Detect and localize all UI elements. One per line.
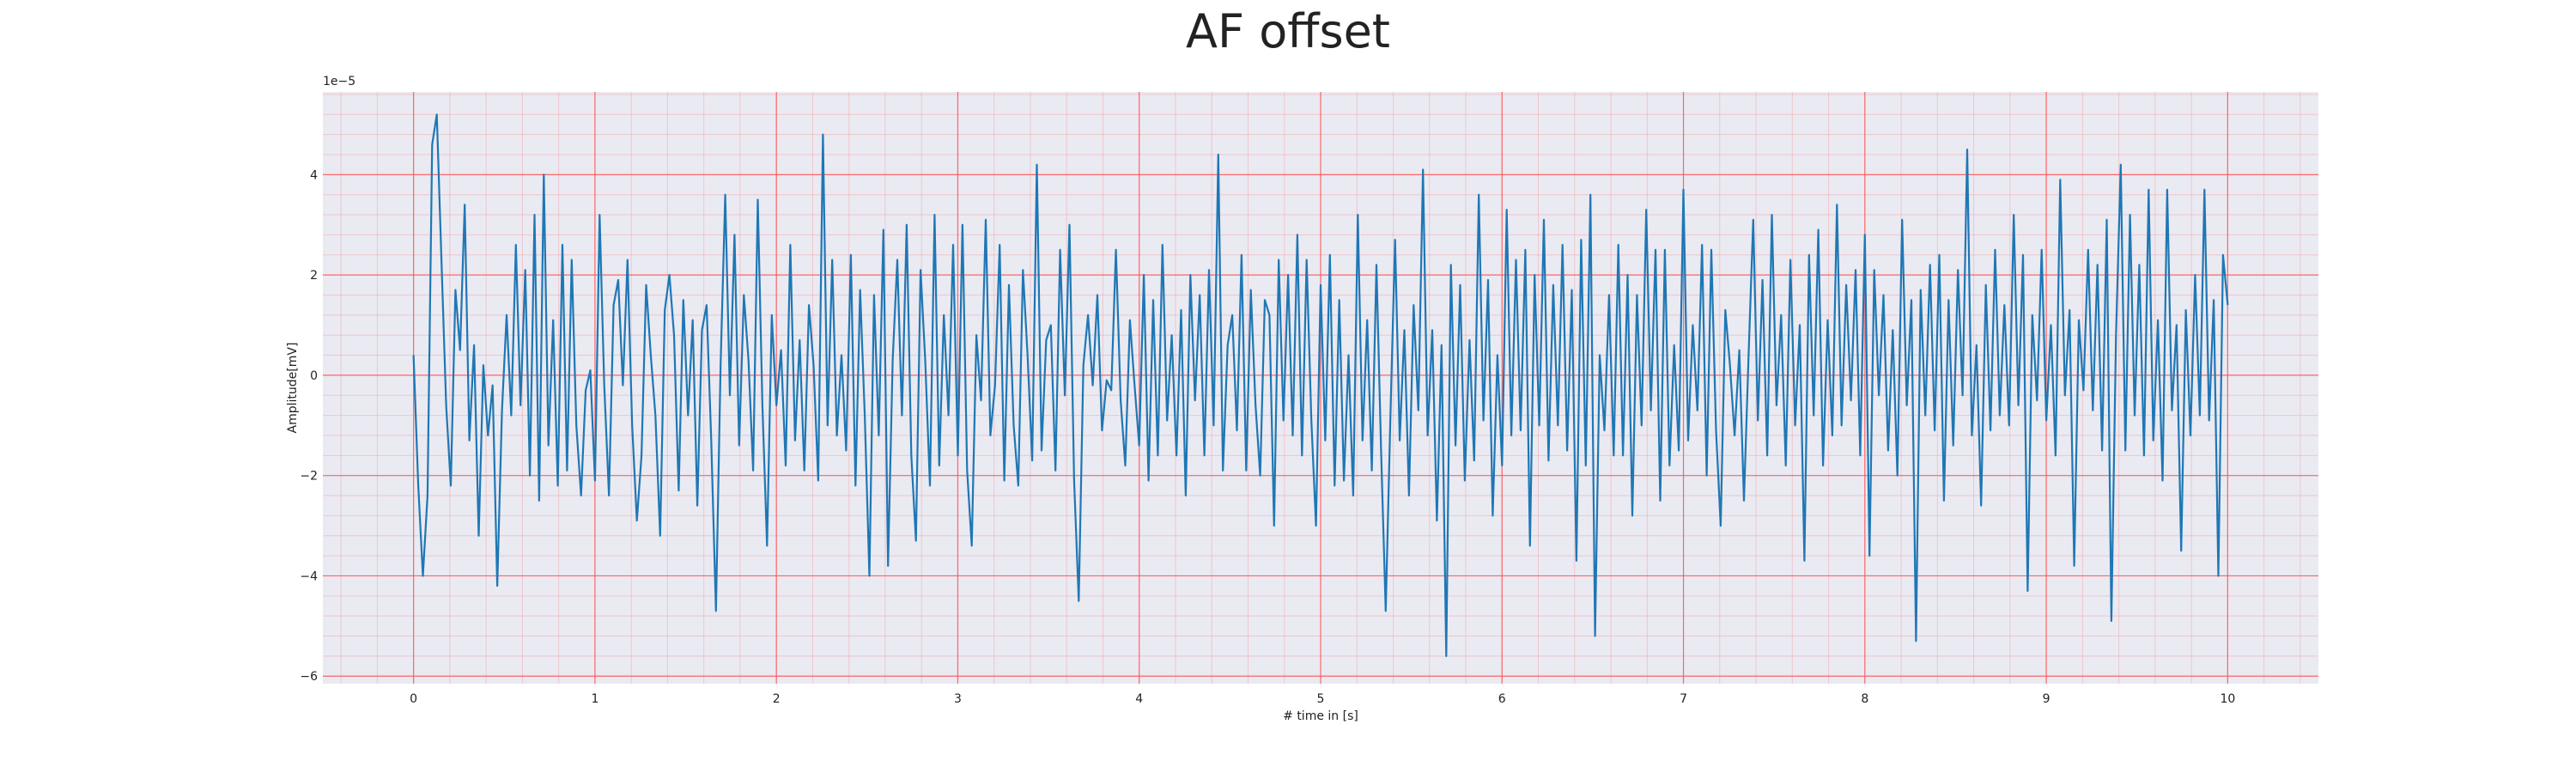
series-line	[412, 113, 2229, 657]
x-tick-label: 9	[2043, 692, 2050, 706]
x-tick-label: 4	[1135, 692, 1143, 706]
y-tick-labels: −6 −4 −2 0 2 4	[300, 168, 318, 684]
x-tick-label: 5	[1317, 692, 1325, 706]
x-tick-labels: 0 1 2 3 4 5 6 7 8 9 10	[410, 692, 2235, 706]
y-tick-label: −2	[300, 470, 318, 484]
y-tick-label: 4	[310, 168, 318, 182]
x-tick-label: 1	[591, 692, 598, 706]
x-tick-label: 7	[1680, 692, 1687, 706]
y-axis-scale-label: 1e−5	[323, 75, 355, 88]
x-tick-label: 3	[954, 692, 962, 706]
y-tick-label: −4	[300, 569, 318, 583]
major-grid	[323, 92, 2318, 684]
x-tick-label: 6	[1498, 692, 1506, 706]
y-axis-label: Amplitude[mV]	[286, 343, 300, 434]
chart-title: AF offset	[1186, 4, 1390, 58]
y-tick-label: −6	[300, 670, 318, 684]
y-tick-label: 0	[310, 369, 318, 383]
x-tick-label: 10	[2220, 692, 2235, 706]
x-axis-label: # time in [s]	[1283, 709, 1358, 723]
x-tick-label: 0	[410, 692, 417, 706]
x-tick-label: 8	[1861, 692, 1868, 706]
x-tick-label: 2	[773, 692, 781, 706]
y-tick-label: 2	[310, 269, 318, 283]
